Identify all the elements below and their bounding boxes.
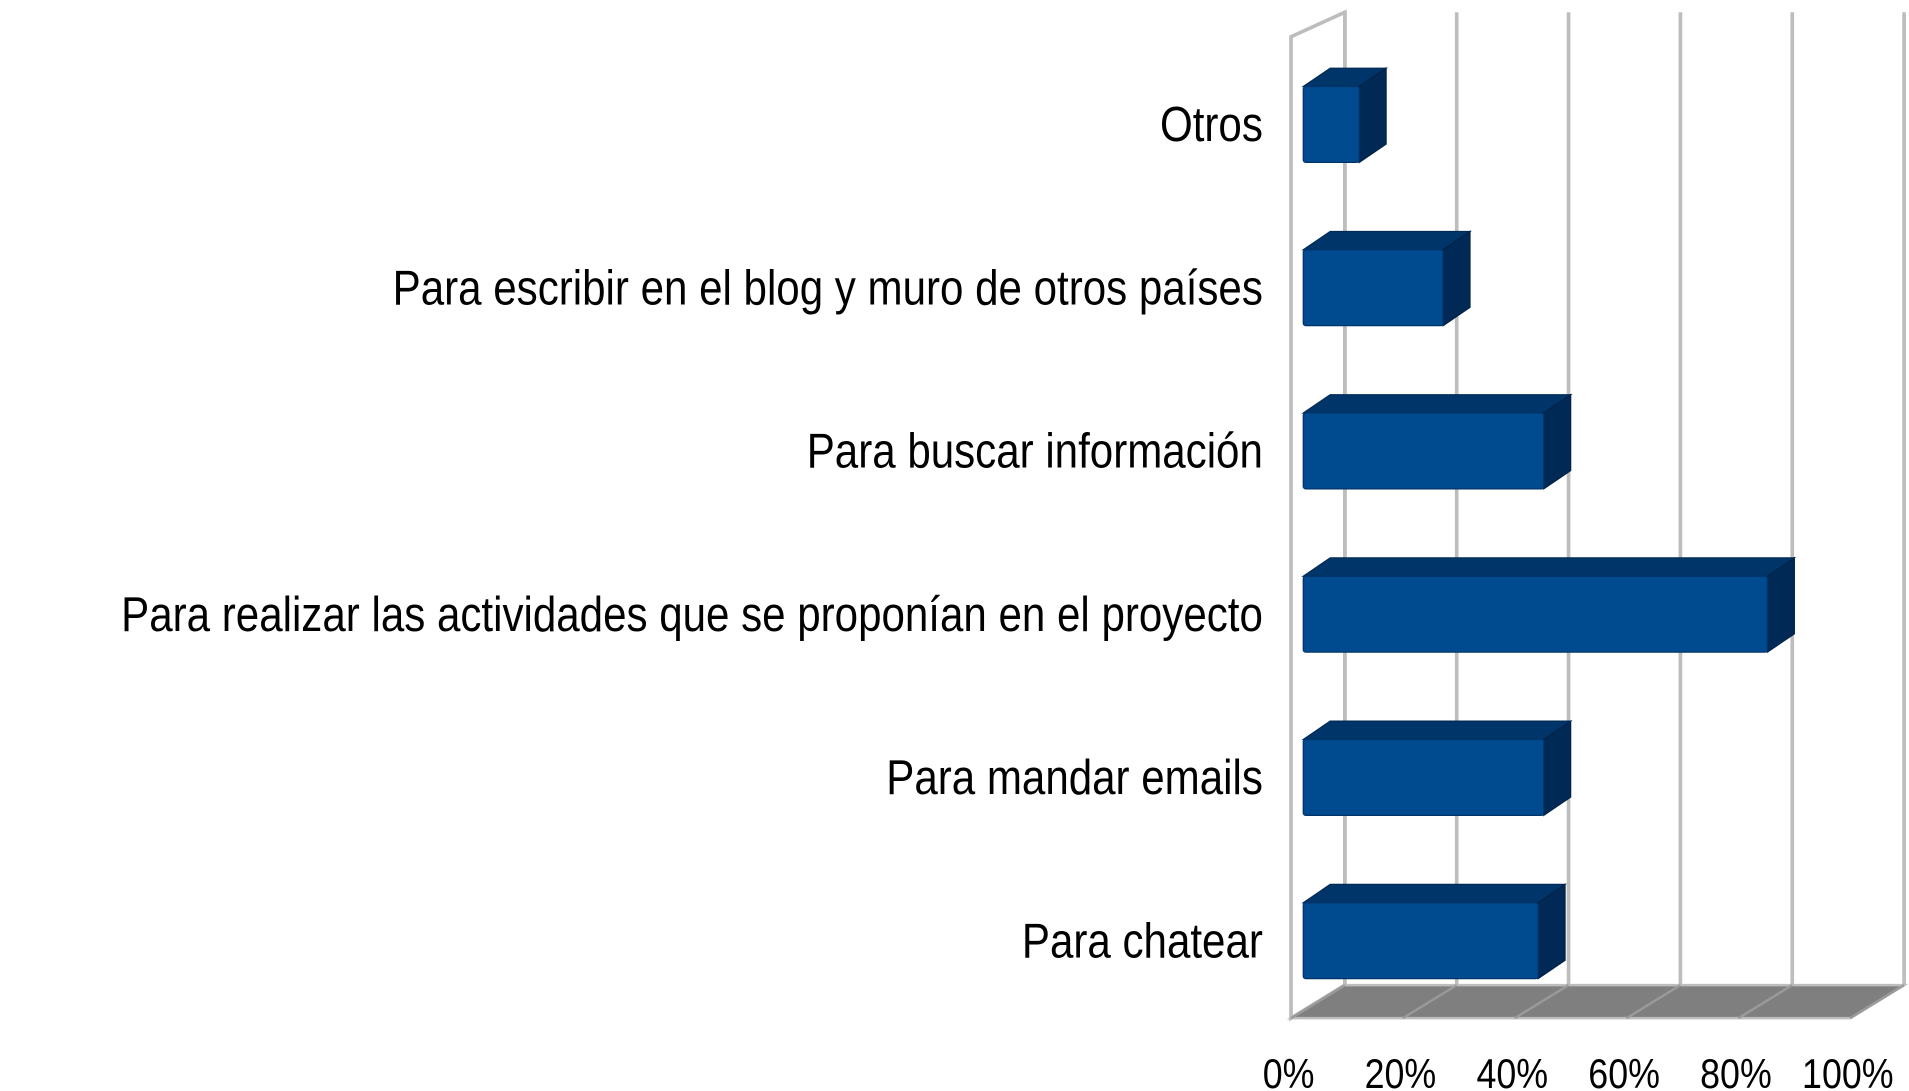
floor-grid-line bbox=[1290, 984, 1346, 1020]
bar bbox=[1302, 85, 1360, 164]
x-tick-label: 40% bbox=[1476, 1051, 1548, 1091]
x-tick-label: 60% bbox=[1588, 1051, 1660, 1091]
bar bbox=[1302, 412, 1545, 490]
y-tick-label: Otros bbox=[1160, 97, 1263, 152]
bar-top bbox=[1301, 883, 1568, 904]
floor-grid-line bbox=[1737, 984, 1793, 1020]
bar bbox=[1302, 738, 1545, 817]
y-tick-label: Para buscar información bbox=[807, 424, 1263, 479]
floor-grid-line bbox=[1402, 984, 1458, 1020]
bar bbox=[1302, 249, 1444, 327]
side-wall bbox=[1289, 9, 1347, 1022]
floor-grid-line bbox=[1625, 984, 1682, 1020]
bar-top bbox=[1301, 720, 1573, 741]
x-tick-label: 80% bbox=[1700, 1051, 1772, 1091]
bar-top bbox=[1301, 557, 1797, 577]
x-tick-label: 20% bbox=[1365, 1051, 1437, 1091]
y-tick-label: Para escribir en el blog y muro de otros… bbox=[393, 260, 1263, 315]
y-tick-label: Para realizar las actividades que se pro… bbox=[121, 587, 1263, 642]
floor bbox=[1286, 983, 1909, 1020]
y-tick-label: Para chatear bbox=[1022, 913, 1263, 968]
bar bbox=[1302, 902, 1539, 980]
bar-top bbox=[1301, 230, 1472, 251]
x-tick-label: 0% bbox=[1263, 1051, 1315, 1091]
x-tick-label: 100% bbox=[1802, 1051, 1894, 1091]
bar bbox=[1302, 575, 1769, 653]
bar-top bbox=[1301, 394, 1573, 414]
floor-grid-line bbox=[1849, 984, 1905, 1020]
floor-grid-line bbox=[1514, 984, 1570, 1020]
y-tick-label: Para mandar emails bbox=[886, 750, 1263, 805]
